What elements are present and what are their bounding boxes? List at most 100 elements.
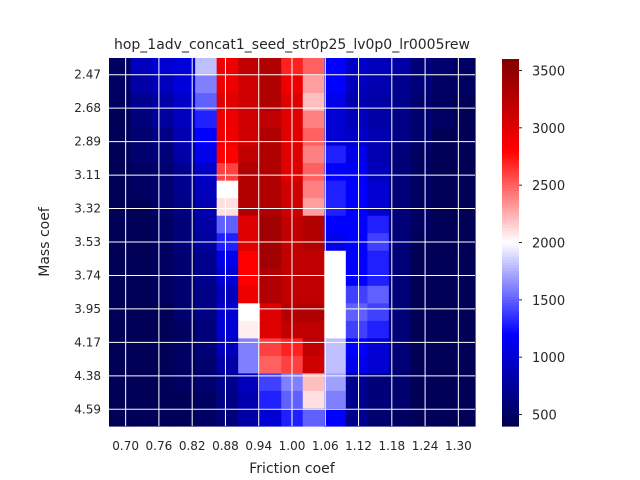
heatmap-cell [324,215,347,234]
heatmap-cell [302,390,325,410]
heatmap-cell [345,373,368,392]
colorbar-band [502,374,519,378]
heatmap-cell [195,180,218,199]
heatmap-cell [130,180,153,199]
colorbar-tick-label: 3500 [532,64,565,79]
heatmap-cell [388,93,412,112]
heatmap-cell [152,75,175,94]
x-tick-labels: 0.70 0.76 0.82 0.88 0.94 1.00 1.06 1.12 1.18 1.24… [112,439,471,453]
chart-title: hop_1adv_concat1_seed_str0p25_lv0p0_lr00… [114,37,470,53]
heatmap-cell [195,75,218,94]
heatmap-cell [152,198,175,217]
heatmap-cell [216,198,239,217]
heatmap-cell [367,373,390,392]
heatmap-cell [109,285,132,304]
colorbar-band [502,259,519,264]
heatmap-cell [195,408,218,427]
colorbar-band [502,188,519,192]
heatmap-cell [173,145,196,164]
colorbar-band [502,256,519,261]
heatmap-cell [173,320,196,339]
colorbar-tick-label: 1000 [532,351,565,366]
heatmap-cell [324,320,347,339]
colorbar-band [502,93,519,97]
heatmap-cell [367,303,390,322]
heatmap-cell [152,58,175,77]
heatmap-cell [431,163,455,182]
heatmap-cell [431,180,455,199]
colorbar-band [502,122,519,126]
colorbar-band [502,380,519,384]
x-tick-label: 1.30 [445,439,472,453]
x-axis-label: Friction coef [249,461,336,477]
heatmap-cell [453,145,476,164]
colorbar-band [502,228,519,232]
colorbar-band [502,302,519,307]
colorbar-band [502,354,519,358]
colorbar-band [502,190,519,195]
heatmap-cell [302,320,325,339]
colorbar-band [502,291,519,295]
y-tick-label: 4.59 [74,402,101,416]
colorbar-band [502,337,519,341]
heatmap-cell [367,93,390,112]
colorbar-band [502,147,519,152]
heatmap-cell [259,268,282,287]
heatmap-cell [345,338,368,357]
heatmap-cell [152,128,175,147]
heatmap-cell [431,320,455,339]
heatmap-cell [259,75,282,94]
heatmap-cell [109,355,132,375]
heatmap-cell [130,128,153,147]
heatmap-cell [130,93,153,112]
heatmap-cell [367,215,390,234]
heatmap-cell [410,110,433,129]
heatmap-cell [195,163,218,182]
heatmap-cell [195,285,218,304]
x-tick-label: 0.82 [179,439,206,453]
heatmap-cell [109,303,132,322]
heatmap-cell [130,75,153,94]
heatmap-cell [367,180,390,199]
heatmap-cell [130,145,153,164]
heatmap-cell [195,58,218,77]
heatmap-cell [367,198,390,217]
heatmap-cell [324,110,347,129]
colorbar-band [502,377,519,381]
heatmap-cell [388,390,412,410]
heatmap-cell [431,390,455,410]
heatmap-cell [130,303,153,322]
x-tick-label: 1.18 [378,439,405,453]
heatmap-cell [216,128,239,147]
x-tick-label: 1.12 [345,439,372,453]
heatmap-cell [345,110,368,129]
heatmap-cell [109,145,132,164]
heatmap-cell [431,338,455,357]
heatmap-cell [388,75,412,94]
heatmap-cell [345,75,368,94]
y-tick-label: 2.47 [74,68,101,82]
heatmap-cell [259,355,282,375]
y-tick-label: 3.74 [74,268,101,282]
heatmap-cell [130,408,153,427]
colorbar-band [502,385,519,390]
heatmap-cell [345,145,368,164]
heatmap-cell [431,268,455,287]
heatmap-cell [367,75,390,94]
heatmap-cell [109,320,132,339]
heatmap-cell [410,373,433,392]
colorbar-band [502,299,519,304]
colorbar-band [502,382,519,387]
heatmap-cell [345,163,368,182]
heatmap-cell [388,303,412,322]
colorbar-band [502,253,519,258]
colorbar-band [502,142,519,146]
y-tick-label: 3.53 [74,235,101,249]
heatmap-cell [345,390,368,410]
heatmap-cell [367,268,390,287]
colorbar-band [502,170,519,175]
heatmap-cell [453,58,476,77]
colorbar-band [502,371,519,375]
heatmap-cell [367,250,390,269]
